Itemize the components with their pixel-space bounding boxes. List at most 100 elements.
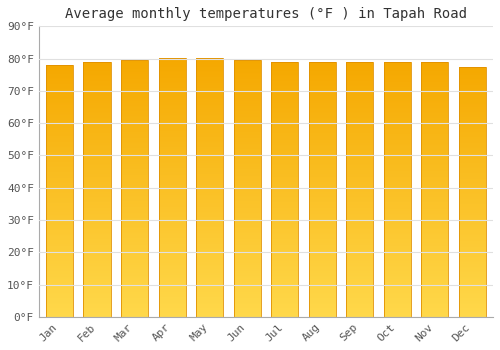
Bar bbox=[459, 228, 486, 229]
Bar bbox=[46, 86, 73, 88]
Bar bbox=[346, 114, 374, 116]
Bar bbox=[459, 256, 486, 257]
Bar bbox=[46, 91, 73, 93]
Bar bbox=[46, 154, 73, 156]
Bar bbox=[271, 253, 298, 254]
Bar bbox=[196, 203, 223, 204]
Bar bbox=[121, 65, 148, 66]
Bar bbox=[84, 187, 110, 188]
Bar bbox=[158, 158, 186, 159]
Bar bbox=[121, 244, 148, 245]
Bar bbox=[422, 294, 448, 295]
Bar bbox=[308, 172, 336, 173]
Bar bbox=[459, 258, 486, 259]
Bar bbox=[158, 123, 186, 124]
Bar bbox=[234, 137, 260, 139]
Bar bbox=[46, 215, 73, 216]
Bar bbox=[46, 83, 73, 84]
Bar bbox=[346, 285, 374, 286]
Bar bbox=[84, 154, 110, 155]
Bar bbox=[346, 216, 374, 217]
Bar bbox=[346, 90, 374, 91]
Bar bbox=[234, 130, 260, 131]
Bar bbox=[346, 220, 374, 221]
Bar bbox=[46, 157, 73, 158]
Bar bbox=[196, 119, 223, 120]
Bar bbox=[346, 291, 374, 293]
Bar bbox=[234, 268, 260, 270]
Bar bbox=[46, 244, 73, 245]
Bar bbox=[234, 227, 260, 228]
Bar bbox=[459, 230, 486, 232]
Bar bbox=[422, 220, 448, 222]
Bar bbox=[308, 146, 336, 147]
Bar bbox=[384, 107, 411, 108]
Bar bbox=[84, 76, 110, 77]
Bar bbox=[84, 75, 110, 76]
Bar bbox=[46, 110, 73, 112]
Bar bbox=[346, 152, 374, 154]
Bar bbox=[234, 301, 260, 303]
Bar bbox=[271, 117, 298, 118]
Bar bbox=[158, 133, 186, 134]
Bar bbox=[384, 135, 411, 136]
Bar bbox=[346, 204, 374, 206]
Bar bbox=[158, 230, 186, 231]
Bar bbox=[234, 236, 260, 237]
Bar bbox=[384, 212, 411, 214]
Bar bbox=[121, 76, 148, 78]
Bar bbox=[384, 249, 411, 251]
Bar bbox=[121, 191, 148, 192]
Bar bbox=[46, 104, 73, 105]
Bar bbox=[121, 102, 148, 103]
Bar bbox=[422, 146, 448, 148]
Bar bbox=[84, 106, 110, 108]
Bar bbox=[308, 217, 336, 219]
Bar bbox=[121, 196, 148, 197]
Bar bbox=[308, 266, 336, 267]
Bar bbox=[271, 304, 298, 305]
Bar bbox=[84, 79, 110, 81]
Bar bbox=[196, 194, 223, 195]
Bar bbox=[121, 77, 148, 79]
Bar bbox=[422, 154, 448, 155]
Bar bbox=[84, 234, 110, 235]
Bar bbox=[271, 214, 298, 215]
Bar bbox=[384, 103, 411, 104]
Bar bbox=[196, 238, 223, 239]
Bar bbox=[121, 309, 148, 310]
Bar bbox=[459, 155, 486, 157]
Bar bbox=[196, 202, 223, 203]
Bar bbox=[308, 151, 336, 152]
Bar bbox=[46, 207, 73, 209]
Bar bbox=[422, 261, 448, 262]
Bar bbox=[121, 149, 148, 151]
Bar bbox=[459, 150, 486, 152]
Bar bbox=[308, 197, 336, 198]
Bar bbox=[422, 214, 448, 215]
Bar bbox=[121, 63, 148, 65]
Bar bbox=[271, 73, 298, 75]
Bar bbox=[234, 246, 260, 247]
Bar bbox=[346, 63, 374, 64]
Bar bbox=[196, 105, 223, 106]
Bar bbox=[346, 99, 374, 100]
Bar bbox=[459, 243, 486, 244]
Bar bbox=[46, 196, 73, 197]
Bar bbox=[158, 275, 186, 277]
Bar bbox=[196, 84, 223, 85]
Bar bbox=[271, 165, 298, 166]
Bar bbox=[121, 285, 148, 286]
Bar bbox=[46, 212, 73, 214]
Bar bbox=[234, 174, 260, 176]
Bar bbox=[308, 97, 336, 99]
Bar bbox=[308, 106, 336, 108]
Bar bbox=[384, 232, 411, 233]
Bar bbox=[84, 225, 110, 226]
Bar bbox=[84, 198, 110, 200]
Bar bbox=[459, 80, 486, 82]
Bar bbox=[271, 150, 298, 151]
Bar bbox=[459, 83, 486, 84]
Bar bbox=[234, 113, 260, 114]
Bar bbox=[422, 83, 448, 84]
